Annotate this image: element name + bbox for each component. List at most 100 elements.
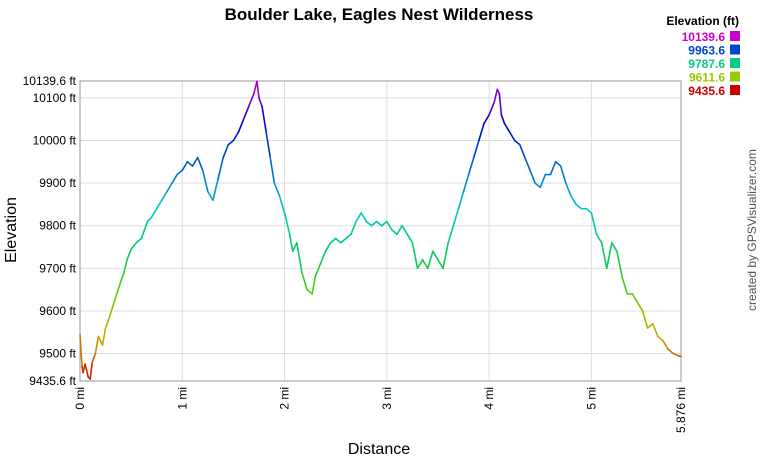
- y-tick-label: 10139.6 ft: [23, 74, 77, 88]
- line-segment: [565, 182, 572, 197]
- line-segment: [503, 122, 511, 133]
- line-segment: [401, 224, 409, 236]
- line-segment: [370, 220, 378, 227]
- x-tick-label: 4 mi: [482, 387, 496, 410]
- legend: Elevation (ft) 10139.69963.69787.69611.6…: [666, 14, 740, 98]
- line-segment: [432, 250, 439, 261]
- line-segment: [442, 241, 450, 270]
- line-segment: [123, 259, 128, 274]
- line-segment: [181, 160, 189, 172]
- line-segment: [391, 229, 398, 236]
- legend-swatch: [730, 31, 740, 41]
- line-segment: [161, 190, 168, 201]
- y-tick-label: 9500 ft: [39, 347, 76, 361]
- x-tick-label: 5 mi: [584, 387, 598, 410]
- y-tick-label: 9435.6 ft: [29, 374, 76, 388]
- line-segment: [375, 220, 383, 227]
- line-segment: [261, 105, 267, 133]
- line-segment: [452, 207, 460, 227]
- line-segment: [559, 165, 567, 184]
- y-tick-label: 9800 ft: [39, 219, 76, 233]
- legend-title: Elevation (ft): [666, 14, 739, 28]
- line-segment: [386, 220, 393, 231]
- line-segment: [97, 335, 104, 346]
- line-segment: [116, 280, 122, 295]
- line-segment: [247, 92, 255, 108]
- line-segment: [616, 250, 623, 278]
- line-segment: [365, 220, 373, 227]
- line-segment: [288, 233, 294, 253]
- line-segment: [130, 241, 138, 250]
- line-segment: [278, 195, 286, 214]
- line-segment: [232, 131, 240, 142]
- x-axis-title: Distance: [348, 441, 410, 458]
- y-tick-label: 9700 ft: [39, 261, 76, 275]
- line-segment: [677, 354, 682, 358]
- line-segment: [319, 250, 327, 265]
- line-segment: [421, 259, 429, 270]
- legend-label: 9787.6: [688, 57, 725, 71]
- x-tick-label: 2 mi: [278, 387, 292, 410]
- line-segment: [273, 182, 281, 197]
- line-segment: [611, 241, 618, 253]
- line-segment: [519, 143, 526, 159]
- line-segment: [360, 212, 368, 223]
- line-segment: [524, 156, 531, 172]
- x-tick-label: 5.876 mi: [674, 387, 688, 433]
- y-tick-label: 10000 ft: [33, 133, 77, 147]
- line-segment: [575, 203, 582, 210]
- line-segment: [380, 220, 388, 227]
- line-segment: [311, 276, 317, 295]
- line-segment: [350, 220, 357, 236]
- line-segment: [472, 139, 480, 159]
- line-segment: [411, 241, 419, 270]
- line-segment: [150, 207, 158, 218]
- line-segment: [498, 92, 503, 116]
- line-segment: [447, 224, 455, 244]
- line-segment: [605, 241, 613, 270]
- line-segment: [570, 195, 577, 206]
- line-segment: [590, 212, 598, 236]
- plot-frame: [79, 80, 682, 382]
- line-segment: [126, 248, 132, 261]
- line-segment: [406, 233, 414, 244]
- line-segment: [457, 190, 465, 210]
- line-segment: [101, 327, 107, 346]
- line-segment: [146, 216, 153, 223]
- y-tick-label: 9600 ft: [39, 304, 76, 318]
- line-segment: [500, 114, 506, 125]
- line-segment: [186, 160, 194, 167]
- line-segment: [355, 212, 363, 223]
- line-segment: [265, 131, 272, 159]
- elevation-line: [79, 80, 682, 380]
- line-segment: [207, 190, 214, 201]
- line-segment: [334, 237, 342, 244]
- line-segment: [256, 80, 260, 99]
- credit-text: created by GPSVisualizer.com: [745, 149, 759, 311]
- line-segment: [91, 352, 97, 363]
- line-segment: [329, 237, 337, 244]
- line-segment: [107, 305, 114, 321]
- line-segment: [621, 276, 629, 295]
- line-segment: [201, 169, 209, 193]
- line-segment: [478, 122, 485, 142]
- line-segment: [306, 288, 313, 295]
- x-tick-label: 0 mi: [73, 387, 87, 410]
- line-segment: [467, 156, 475, 176]
- line-segment: [143, 220, 149, 231]
- line-segment: [176, 169, 184, 176]
- line-segment: [296, 241, 303, 274]
- line-segment: [554, 160, 562, 167]
- legend-label: 9963.6: [688, 44, 725, 58]
- line-segment: [120, 271, 125, 282]
- line-segment: [672, 352, 680, 357]
- legend-swatch: [730, 58, 740, 68]
- line-segment: [641, 310, 649, 329]
- line-segment: [493, 88, 499, 103]
- line-segment: [191, 156, 199, 167]
- line-segment: [111, 293, 118, 308]
- line-segment: [227, 139, 235, 146]
- y-axis-title: Elevation: [3, 197, 20, 263]
- line-segment: [488, 101, 496, 116]
- line-segment: [84, 363, 89, 378]
